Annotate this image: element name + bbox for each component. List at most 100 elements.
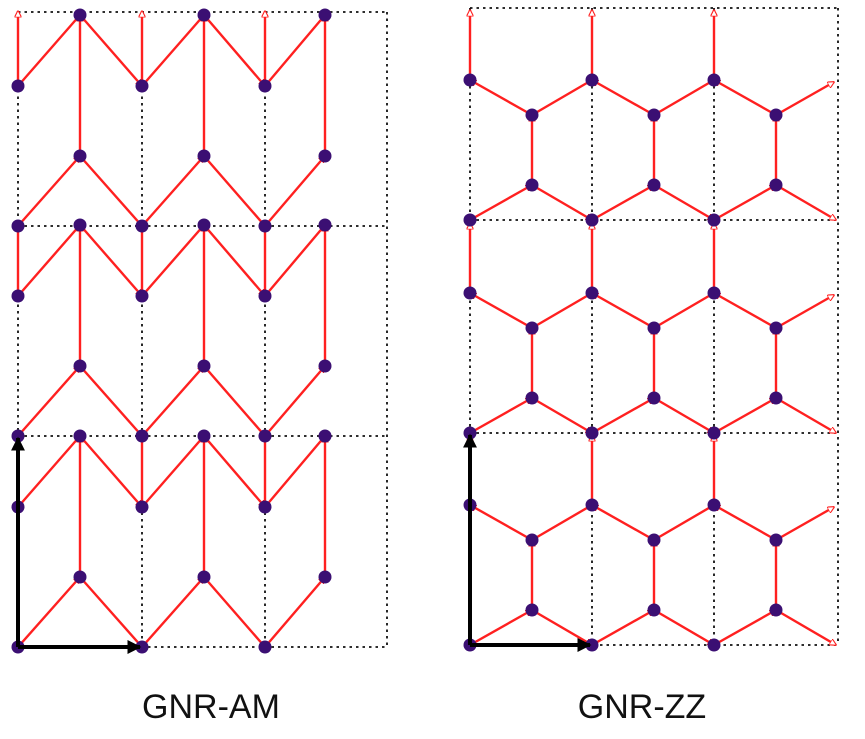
bond xyxy=(653,396,714,435)
atom xyxy=(197,8,211,22)
atom xyxy=(707,73,721,87)
atom xyxy=(135,289,149,303)
gnr-am-panel xyxy=(11,8,388,654)
atom xyxy=(318,429,332,443)
atom xyxy=(525,108,539,122)
bond xyxy=(141,14,205,87)
atom xyxy=(707,638,721,652)
bond xyxy=(264,435,326,508)
atom xyxy=(769,603,783,617)
bond xyxy=(531,503,593,542)
bond xyxy=(653,78,715,117)
bond xyxy=(775,80,834,117)
bond xyxy=(531,291,593,330)
atom xyxy=(585,286,599,300)
bond xyxy=(775,505,834,542)
atom xyxy=(197,218,211,232)
atom xyxy=(258,219,272,233)
atom xyxy=(463,213,477,227)
bond xyxy=(469,608,532,647)
bond xyxy=(17,577,80,648)
atom xyxy=(318,359,332,373)
atom xyxy=(258,429,272,443)
atom xyxy=(525,178,539,192)
bond xyxy=(79,155,143,227)
atom xyxy=(647,108,661,122)
bond xyxy=(141,156,204,227)
gnr-zz-panel xyxy=(463,7,839,652)
atom xyxy=(769,178,783,192)
bond xyxy=(264,577,325,648)
atom xyxy=(258,289,272,303)
bond xyxy=(469,396,532,435)
bond xyxy=(531,608,592,647)
gnr-zz-label: GNR-ZZ xyxy=(577,688,707,726)
atom xyxy=(258,640,272,654)
bond xyxy=(713,396,776,435)
bond xyxy=(531,183,592,222)
atom xyxy=(769,533,783,547)
bond xyxy=(591,183,654,222)
bond xyxy=(17,366,80,437)
atom xyxy=(11,289,25,303)
bond xyxy=(775,396,836,435)
bond xyxy=(203,155,266,227)
atom xyxy=(197,429,211,443)
bond xyxy=(714,503,777,542)
atom xyxy=(769,321,783,335)
atom xyxy=(647,321,661,335)
bond xyxy=(17,435,81,508)
bond xyxy=(79,435,142,507)
bond xyxy=(79,365,143,437)
bond xyxy=(653,183,714,222)
bond xyxy=(653,503,715,542)
atom xyxy=(585,498,599,512)
atom xyxy=(318,149,332,163)
atom xyxy=(769,391,783,405)
bond xyxy=(713,608,776,647)
atom xyxy=(11,219,25,233)
bond xyxy=(470,78,533,117)
atom xyxy=(463,73,477,87)
atom xyxy=(197,359,211,373)
bond xyxy=(470,291,533,330)
bond xyxy=(531,78,593,117)
atom xyxy=(707,213,721,227)
atom xyxy=(135,500,149,514)
atom xyxy=(318,218,332,232)
bond xyxy=(592,291,655,330)
bond xyxy=(653,291,715,330)
bond xyxy=(141,224,205,297)
atom xyxy=(73,8,87,22)
bond xyxy=(17,156,80,227)
atom xyxy=(707,426,721,440)
atom xyxy=(258,79,272,93)
atom xyxy=(73,218,87,232)
bond xyxy=(264,156,325,227)
bond xyxy=(17,14,81,87)
bond xyxy=(469,183,532,222)
atom xyxy=(647,603,661,617)
atom xyxy=(135,79,149,93)
atom xyxy=(463,286,477,300)
atom xyxy=(585,73,599,87)
bond xyxy=(203,576,266,648)
bond xyxy=(775,183,836,222)
bond xyxy=(531,396,592,435)
bond xyxy=(591,396,654,435)
atom xyxy=(318,570,332,584)
bond xyxy=(17,224,81,297)
bond xyxy=(714,291,777,330)
atom xyxy=(707,286,721,300)
bond xyxy=(264,366,325,437)
bond xyxy=(203,224,265,296)
bond xyxy=(79,14,142,86)
bond xyxy=(470,503,533,542)
atom xyxy=(73,359,87,373)
atom xyxy=(525,533,539,547)
atom xyxy=(585,213,599,227)
bond xyxy=(264,224,326,297)
bond xyxy=(79,576,143,648)
bond xyxy=(775,608,836,647)
